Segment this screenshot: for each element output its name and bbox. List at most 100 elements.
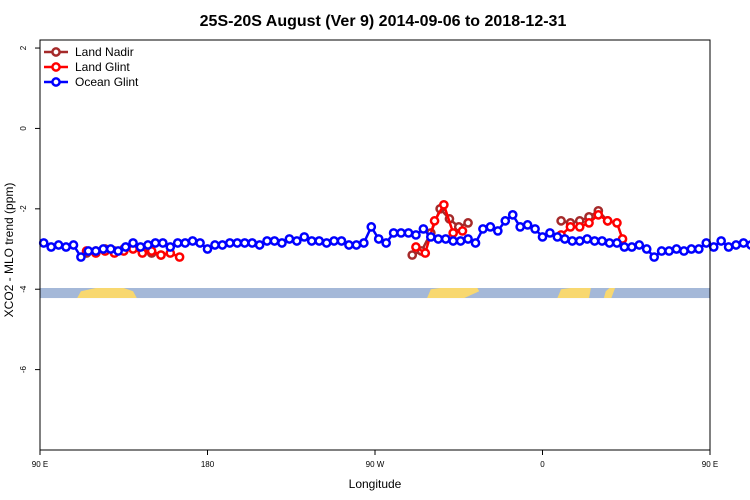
data-point [262,236,272,246]
data-point [187,236,198,246]
data-point [98,244,109,254]
data-point [664,246,674,256]
data-point [418,224,429,234]
data-point [366,222,377,232]
data-point [565,222,576,232]
land-band [77,288,616,299]
data-point [626,242,637,252]
land-shape [427,288,480,299]
data-point [38,238,49,248]
data-point [210,240,220,250]
data-point [455,236,466,246]
data-point [174,252,185,262]
land-shape [77,288,137,299]
data-point [143,240,153,250]
map-band [40,288,710,299]
x-axis: 90 E 180 90 W 0 90 E [32,450,718,469]
data-point [708,242,719,252]
data-point [396,228,406,238]
data-point [641,244,652,254]
data-point [135,242,146,252]
data-point [597,236,607,246]
data-point [156,250,166,260]
y-tick-label: -2 [19,205,28,213]
data-point [649,252,660,262]
data-point [723,242,734,252]
data-point [463,218,473,228]
x-tick-label: 90 E [702,460,718,469]
data-point [195,238,205,248]
data-point [105,244,116,254]
data-point [589,236,600,246]
data-point [358,238,369,248]
series-ocean-glint [38,210,750,262]
y-tick-label: -6 [19,366,28,374]
y-axis: 2 0 -2 -4 -6 [19,45,40,373]
data-point [439,199,449,210]
data-point [291,236,302,246]
data-point [574,222,585,232]
legend-label: Land Glint [75,60,130,74]
data-point [522,220,533,230]
data-point [411,230,421,240]
data-point [559,234,570,244]
data-point [247,238,258,248]
data-point [46,242,57,252]
data-point [552,232,563,242]
data-point [329,236,339,246]
data-point [602,216,613,226]
data-point [485,222,496,232]
data-point [731,240,741,250]
data-point [619,242,630,252]
data-point [202,244,213,254]
data-point [492,226,503,236]
data-point [239,238,250,248]
data-point [500,216,511,226]
data-point [336,236,347,246]
data-point [351,240,362,250]
series-layer [38,199,750,262]
data-point [83,246,94,256]
legend-item: Land Glint [44,60,130,74]
data-point [604,238,615,248]
x-tick-label: 90 E [32,460,48,469]
data-point [478,224,488,234]
data-point [217,240,228,250]
data-point [584,218,594,228]
data-point [448,228,459,238]
data-point [68,240,79,250]
data-point [507,210,518,220]
data-point [113,246,124,256]
data-point [612,218,622,228]
data-point [224,238,235,248]
data-point [180,238,191,248]
data-point [537,232,548,242]
data-point [373,234,384,244]
y-tick-label: -4 [19,285,28,293]
legend-item: Land Nadir [44,45,134,59]
data-point [515,222,526,232]
data-point [76,252,86,262]
data-point [284,234,295,244]
land-shape [557,288,591,299]
data-point [448,236,459,246]
data-point [157,238,168,248]
data-point [656,246,667,256]
data-point [407,250,418,260]
data-point [277,238,287,248]
data-point [381,238,392,248]
x-tick-label: 90 W [366,460,385,469]
data-point [120,242,131,252]
data-point [150,238,161,248]
data-point [671,244,682,254]
x-tick-label: 0 [540,460,545,469]
data-point [701,238,712,248]
data-point [470,238,481,248]
x-tick-label: 180 [201,460,215,469]
legend-label: Land Nadir [75,45,134,59]
data-point [738,238,749,248]
data-point [420,248,431,258]
legend-item: Ocean Glint [44,75,139,89]
